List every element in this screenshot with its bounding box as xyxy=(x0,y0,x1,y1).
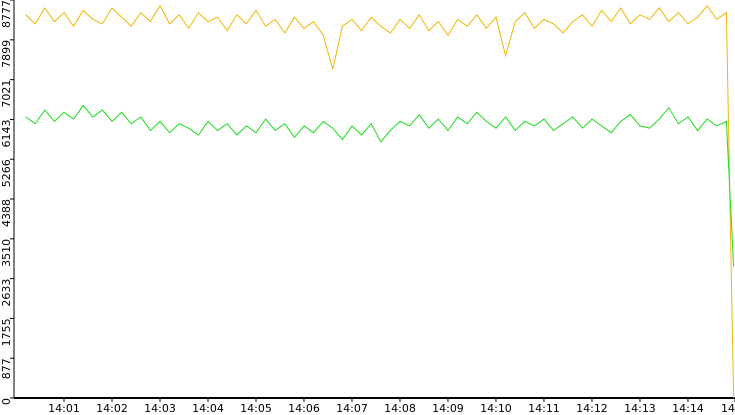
x-tick-label: 14:07 xyxy=(336,402,368,415)
x-tick-label: 14 xyxy=(721,402,735,415)
x-tick-label: 14:03 xyxy=(144,402,176,415)
x-tick-label: 14:12 xyxy=(576,402,608,415)
y-tick-label: 877 xyxy=(0,358,13,379)
y-tick-label: 3510 xyxy=(0,239,13,267)
y-tick-label: 2633 xyxy=(0,279,13,307)
x-tick-label: 14:06 xyxy=(288,402,320,415)
x-tick-label: 14:11 xyxy=(528,402,560,415)
y-tick-label: 7021 xyxy=(0,80,13,108)
x-tick-label: 14:09 xyxy=(432,402,464,415)
x-tick-label: 14:04 xyxy=(192,402,224,415)
x-tick-label: 14:13 xyxy=(624,402,656,415)
y-tick-label: 8777 xyxy=(0,0,13,28)
x-tick-label: 14:05 xyxy=(240,402,272,415)
x-tick-label: 14:10 xyxy=(480,402,512,415)
x-tick-label: 14:14 xyxy=(672,402,704,415)
y-tick-label: 4388 xyxy=(0,199,13,227)
series-line xyxy=(25,4,735,399)
y-tick-label: 1755 xyxy=(0,318,13,346)
y-tick-label: 0 xyxy=(0,398,13,405)
x-tick-label: 14:08 xyxy=(384,402,416,415)
y-tick-label: 7899 xyxy=(0,40,13,68)
y-tick-label: 6143 xyxy=(0,119,13,147)
series-line xyxy=(25,104,735,267)
x-tick-label: 14:02 xyxy=(96,402,128,415)
y-tick-label: 5266 xyxy=(0,159,13,187)
x-tick-label: 14:01 xyxy=(48,402,80,415)
